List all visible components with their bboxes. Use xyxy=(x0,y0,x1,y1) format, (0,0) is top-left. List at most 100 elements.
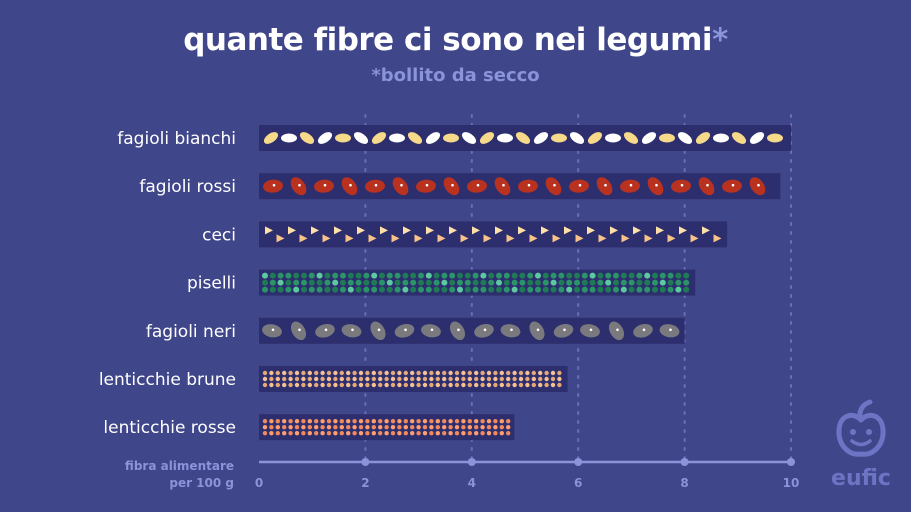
pea xyxy=(379,286,385,293)
lentil xyxy=(333,419,338,424)
pea xyxy=(636,272,643,279)
lentil xyxy=(320,382,325,388)
lentil xyxy=(416,431,421,436)
pea xyxy=(386,272,393,279)
lentil xyxy=(435,425,440,430)
lentil xyxy=(397,376,402,382)
black-bean xyxy=(262,324,282,338)
pea xyxy=(613,279,619,286)
red-bean xyxy=(749,177,766,196)
pea xyxy=(324,272,331,279)
bar-black-beans xyxy=(259,317,685,344)
lentil xyxy=(346,376,351,382)
lentil xyxy=(269,370,274,376)
pea xyxy=(441,286,448,293)
bean-eye xyxy=(563,328,566,332)
lentil xyxy=(461,431,466,436)
bars xyxy=(259,125,791,441)
pea xyxy=(550,279,557,286)
chickpea xyxy=(391,234,400,243)
white-bean xyxy=(515,132,531,144)
lentil xyxy=(352,431,357,436)
pea xyxy=(675,279,682,286)
lentil xyxy=(371,425,376,430)
lentil xyxy=(454,419,460,424)
lentil xyxy=(307,382,312,388)
lentil xyxy=(288,419,293,424)
lentil xyxy=(474,370,479,376)
bean-eye xyxy=(298,328,301,332)
lentil xyxy=(448,370,453,376)
bar-red-beans xyxy=(259,173,781,200)
lentil xyxy=(365,425,370,430)
chickpea xyxy=(518,226,526,235)
pea xyxy=(550,272,557,279)
lentil xyxy=(365,370,370,376)
white-bean xyxy=(731,132,747,144)
lentil xyxy=(326,425,332,430)
lentil xyxy=(294,382,300,388)
pea xyxy=(340,286,346,293)
pea xyxy=(371,279,378,286)
pea xyxy=(347,279,354,286)
x-tick-marker xyxy=(574,458,583,466)
pea xyxy=(644,272,651,279)
category-label: fagioli bianchi xyxy=(117,129,236,149)
red-bean xyxy=(569,179,589,193)
pea xyxy=(402,272,409,279)
lentil xyxy=(294,425,300,430)
white-bean xyxy=(623,132,639,144)
pea xyxy=(324,279,331,286)
lentil xyxy=(378,370,383,376)
lentil xyxy=(499,419,504,424)
lentil xyxy=(288,376,293,382)
pea xyxy=(589,272,596,279)
lentil xyxy=(301,431,306,436)
white-bean xyxy=(605,133,621,143)
x-tick-marker xyxy=(361,458,370,466)
red-bean xyxy=(341,177,358,196)
red-bean xyxy=(467,179,487,193)
pea xyxy=(511,272,518,279)
pea xyxy=(480,286,487,293)
lentil xyxy=(352,425,357,430)
lentil xyxy=(358,431,364,436)
pea xyxy=(277,272,284,279)
lentil xyxy=(384,382,389,388)
lentil xyxy=(288,425,293,430)
lentil xyxy=(307,425,312,430)
pea xyxy=(488,272,495,279)
pea xyxy=(379,279,385,286)
lentil xyxy=(454,376,460,382)
chart-subtitle: *bollito da secco xyxy=(371,65,540,86)
red-bean xyxy=(518,179,538,193)
lentil xyxy=(442,431,447,436)
lentil xyxy=(454,370,460,376)
lentil xyxy=(506,376,511,382)
pea xyxy=(433,272,440,279)
pea xyxy=(316,272,323,279)
x-tick-label: 10 xyxy=(783,476,800,490)
lentil xyxy=(282,382,287,388)
pea xyxy=(628,279,635,286)
lentil xyxy=(493,370,498,376)
lentil xyxy=(403,425,408,430)
lentil xyxy=(435,382,440,388)
lentil xyxy=(493,431,498,436)
lentil xyxy=(333,431,338,436)
lentil xyxy=(480,431,485,436)
bean-eye xyxy=(374,183,378,187)
pea xyxy=(410,272,417,279)
red-bean xyxy=(416,179,436,193)
pea xyxy=(441,272,448,279)
bean-eye xyxy=(731,183,735,187)
x-tick-marker xyxy=(467,458,476,466)
lentil xyxy=(397,431,402,436)
lentil xyxy=(467,431,472,436)
bar-peas xyxy=(259,269,696,296)
lentil xyxy=(518,370,524,376)
black-bean xyxy=(608,321,625,341)
lentil xyxy=(333,376,338,382)
lentil xyxy=(499,425,504,430)
pea xyxy=(394,286,401,293)
